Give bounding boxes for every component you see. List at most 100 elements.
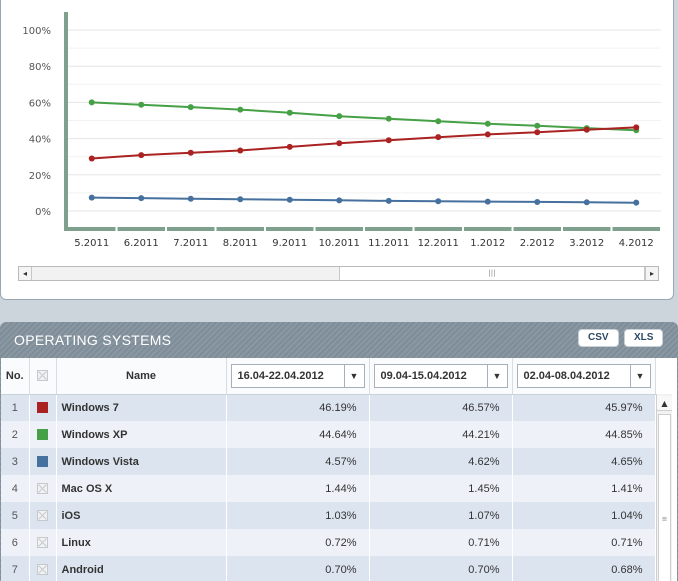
chevron-down-icon[interactable]: ▼ xyxy=(486,364,507,387)
header-no: No. xyxy=(1,358,30,395)
chart-panel: 0% 20% 40% 60% 80% 100% 5.2011 6.2011 7.2011 8.20… xyxy=(0,0,674,300)
table-row[interactable]: 1 Windows 7 46.19% 46.57% 45.97% xyxy=(1,394,656,421)
no-color-icon xyxy=(37,537,48,549)
y-axis xyxy=(64,12,68,231)
row-number: 5 xyxy=(1,502,30,529)
x-tick-label: 3.2012 xyxy=(569,238,604,249)
os-name: Windows Vista xyxy=(56,448,227,475)
no-color-icon xyxy=(37,510,48,522)
x-tick-label: 4.2012 xyxy=(619,238,654,249)
operating-systems-panel: OPERATING SYSTEMS CSV XLS No. Name 16.04… xyxy=(0,322,678,581)
y-tick-label: 80% xyxy=(29,62,51,73)
series-color-swatch xyxy=(37,402,48,414)
data-point xyxy=(534,122,541,129)
no-color-icon xyxy=(37,483,48,495)
os-name: Windows XP xyxy=(56,421,227,448)
data-point xyxy=(237,196,244,203)
x-tick-label: 12.2011 xyxy=(418,238,459,249)
row-color xyxy=(29,556,57,581)
data-point xyxy=(484,198,491,205)
period-3-value: 4.65% xyxy=(512,448,656,475)
x-axis-segment-gap xyxy=(462,227,464,231)
period-2-value: 4.62% xyxy=(369,448,513,475)
period-select-3[interactable]: 02.04-08.04.2012 ▼ xyxy=(516,363,651,388)
data-point xyxy=(534,129,541,136)
data-point xyxy=(385,115,392,122)
y-tick-label: 20% xyxy=(29,171,51,182)
data-point xyxy=(336,197,343,204)
data-point xyxy=(534,198,541,205)
scrollbar-thumb[interactable]: ≡ xyxy=(658,414,671,581)
chevron-down-icon[interactable]: ▼ xyxy=(629,364,650,387)
data-point xyxy=(633,124,640,131)
os-share-line-chart: 0% 20% 40% 60% 80% 100% 5.2011 6.2011 7.2011 8.20… xyxy=(22,12,662,249)
period-select-3-label: 02.04-08.04.2012 xyxy=(523,369,610,382)
x-axis-segment-gap xyxy=(412,227,415,231)
scroll-right-arrow-icon[interactable]: ▸ xyxy=(645,267,658,280)
os-name: Windows 7 xyxy=(56,394,227,421)
x-axis-segment-gap xyxy=(165,227,167,231)
period-1-value: 44.64% xyxy=(226,421,370,448)
y-tick-label: 40% xyxy=(29,135,51,146)
chart-horizontal-scrollbar[interactable]: ◂ ||| ▸ xyxy=(18,266,659,281)
os-name: Android xyxy=(56,556,227,581)
table-row[interactable]: 5 iOS 1.03% 1.07% 1.04% xyxy=(1,502,656,529)
xls-export-button[interactable]: XLS xyxy=(624,329,664,347)
row-number: 6 xyxy=(1,529,30,556)
period-1-value: 0.72% xyxy=(226,529,370,556)
chevron-down-icon[interactable]: ▼ xyxy=(343,364,364,387)
period-select-1[interactable]: 16.04-22.04.2012 ▼ xyxy=(230,363,365,388)
data-point xyxy=(88,155,95,162)
row-color xyxy=(29,529,57,556)
period-select-2[interactable]: 09.04-15.04.2012 ▼ xyxy=(373,363,508,388)
y-tick-label: 100% xyxy=(22,26,51,37)
period-2-value: 44.21% xyxy=(369,421,513,448)
row-color xyxy=(29,394,57,421)
row-number: 1 xyxy=(1,394,30,421)
table-row[interactable]: 3 Windows Vista 4.57% 4.62% 4.65% xyxy=(1,448,656,475)
data-point xyxy=(138,195,145,202)
table-row[interactable]: 6 Linux 0.72% 0.71% 0.71% xyxy=(1,529,656,556)
x-axis-segment-gap xyxy=(610,227,613,231)
data-point xyxy=(336,140,343,147)
period-2-value: 0.71% xyxy=(369,529,513,556)
period-2-value: 1.45% xyxy=(369,475,513,502)
header-period-1: 16.04-22.04.2012 ▼ xyxy=(226,358,370,395)
series-color-swatch xyxy=(37,456,48,468)
x-axis-segment-gap xyxy=(511,227,514,231)
period-3-value: 44.85% xyxy=(512,421,656,448)
header-color xyxy=(29,358,57,395)
os-name: Mac OS X xyxy=(56,475,227,502)
scrollbar-thumb[interactable]: ||| xyxy=(339,267,645,280)
row-color xyxy=(29,448,57,475)
data-point xyxy=(633,199,640,206)
table-row[interactable]: 4 Mac OS X 1.44% 1.45% 1.41% xyxy=(1,475,656,502)
data-point xyxy=(187,104,194,111)
scroll-up-arrow-icon[interactable]: ▲ xyxy=(657,396,672,411)
period-1-value: 1.44% xyxy=(226,475,370,502)
table-vertical-scrollbar[interactable]: ▲ ≡ xyxy=(656,394,672,581)
row-color xyxy=(29,421,57,448)
period-1-value: 46.19% xyxy=(226,394,370,421)
x-tick-label: 10.2011 xyxy=(319,238,360,249)
y-tick-label: 60% xyxy=(29,98,51,109)
period-1-value: 1.03% xyxy=(226,502,370,529)
table-row[interactable]: 2 Windows XP 44.64% 44.21% 44.85% xyxy=(1,421,656,448)
x-axis-segment-gap xyxy=(313,227,316,231)
period-1-value: 0.70% xyxy=(226,556,370,581)
data-point xyxy=(237,147,244,154)
row-number: 3 xyxy=(1,448,30,475)
table-body: 1 Windows 7 46.19% 46.57% 45.97% 2 Windows XP 4… xyxy=(1,394,656,581)
table-row[interactable]: 7 Android 0.70% 0.70% 0.68% xyxy=(1,556,656,581)
y-tick-label: 0% xyxy=(35,207,51,218)
scroll-left-arrow-icon[interactable]: ◂ xyxy=(19,267,32,280)
header-name[interactable]: Name xyxy=(56,358,227,395)
period-3-value: 0.68% xyxy=(512,556,656,581)
csv-export-button[interactable]: CSV xyxy=(578,329,619,347)
data-point xyxy=(88,99,95,106)
row-number: 2 xyxy=(1,421,30,448)
data-point xyxy=(286,196,293,203)
data-point xyxy=(435,198,442,205)
table-container: No. Name 16.04-22.04.2012 ▼ 09.04-15.04.… xyxy=(1,358,677,581)
period-select-1-label: 16.04-22.04.2012 xyxy=(237,369,324,382)
